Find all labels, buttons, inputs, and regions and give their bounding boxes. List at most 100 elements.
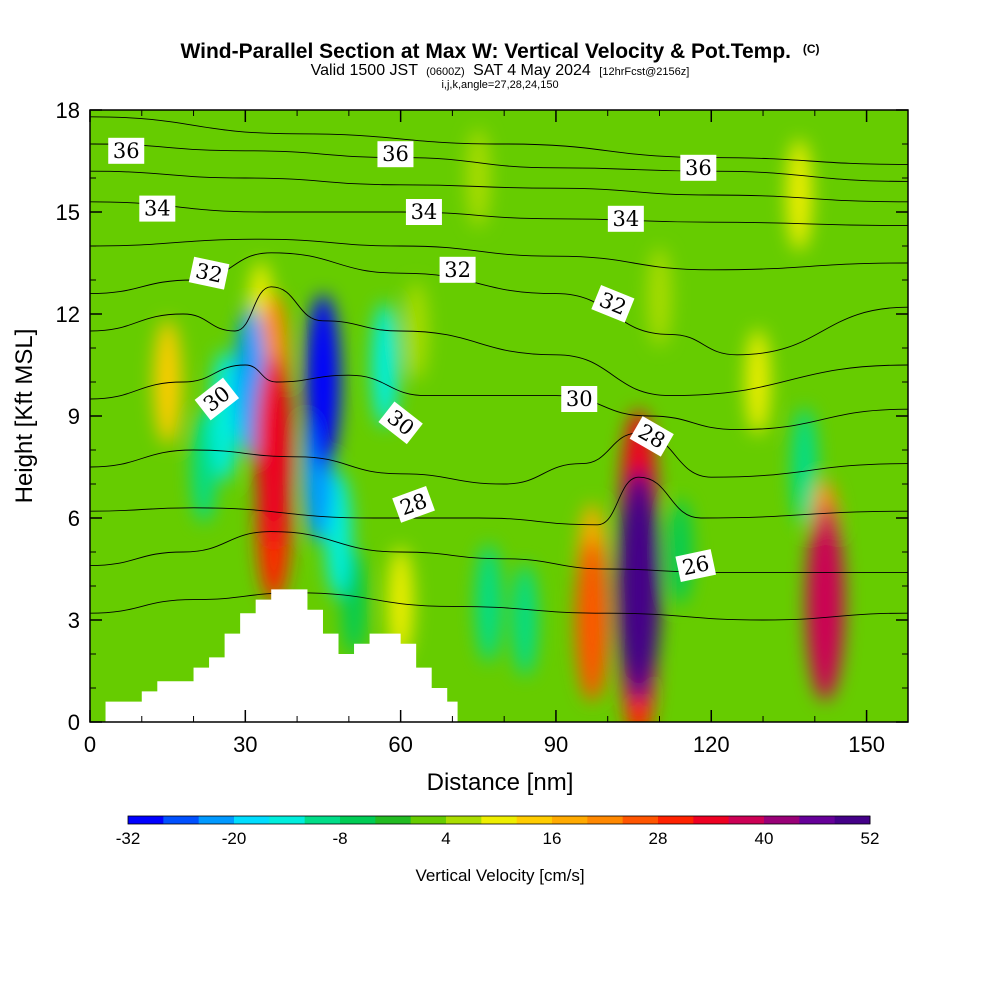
velocity-cell — [512, 564, 538, 676]
velocity-cell — [191, 411, 217, 523]
velocity-cell — [786, 139, 812, 251]
contour-label-text: 36 — [685, 156, 712, 180]
valid-date: SAT 4 May 2024 — [473, 62, 591, 79]
colorbar-swatch — [304, 816, 341, 824]
colorbar-tick-label: 52 — [861, 829, 880, 848]
colorbar-swatch — [481, 816, 518, 824]
colorbar-swatch — [693, 816, 730, 824]
colorbar-frame — [127, 815, 871, 825]
contour-label: 34 — [139, 195, 176, 222]
contour-label: 30 — [561, 386, 598, 412]
contour-label-text: 30 — [566, 387, 593, 411]
x-axis-label: Distance [nm] — [427, 769, 574, 796]
y-tick-label: 18 — [56, 98, 80, 123]
contour-label-text: 32 — [194, 259, 225, 288]
theta-isoline — [90, 201, 908, 227]
colorbar-tick-label: -20 — [222, 829, 247, 848]
forecast-info: [12hrFcst@2156z] — [599, 66, 689, 78]
contour-label-text: 34 — [411, 200, 438, 224]
colorbar-swatch — [234, 816, 270, 824]
valid-utc: (0600Z) — [426, 66, 465, 78]
terrain — [105, 589, 458, 722]
colorbar-label: Vertical Velocity [cm/s] — [415, 866, 584, 885]
colorbar-swatch — [834, 816, 871, 824]
colorbar-swatch — [340, 816, 376, 824]
velocity-cell — [466, 128, 490, 228]
contour-label-text: 34 — [612, 207, 639, 231]
theta-isoline — [90, 116, 908, 165]
theta-isoline — [90, 170, 908, 203]
theta-isoline — [90, 286, 908, 397]
colorbar-swatch — [198, 816, 235, 824]
vertical-velocity-field — [154, 128, 845, 722]
chart-title-text: Wind-Parallel Section at Max W: Vertical… — [180, 40, 791, 63]
velocity-cell — [791, 407, 818, 527]
x-tick-label: 120 — [693, 732, 730, 757]
theta-isoline — [90, 432, 908, 485]
colorbar-swatch — [446, 816, 482, 824]
velocity-cell — [745, 329, 770, 435]
contour-label: 32 — [188, 256, 230, 290]
theta-isoline — [90, 592, 908, 621]
contour-label-text: 36 — [382, 142, 409, 166]
colorbar-swatch — [516, 816, 553, 824]
contour-label: 32 — [439, 256, 476, 283]
y-axis-label: Height [Kft MSL] — [11, 329, 38, 504]
y-tick-label: 9 — [68, 404, 80, 429]
chart-title: Wind-Parallel Section at Max W: Vertical… — [180, 40, 819, 63]
velocity-cell — [255, 355, 293, 545]
contour-label: 36 — [377, 141, 414, 168]
velocity-cell — [325, 472, 353, 598]
x-tick-label: 90 — [544, 732, 568, 757]
contour-label-text: 26 — [680, 551, 711, 580]
contour-label: 26 — [675, 549, 717, 583]
colorbar-swatch — [375, 816, 412, 824]
velocity-cell — [806, 505, 845, 701]
theta-contours — [90, 116, 908, 621]
colorbar-swatch — [728, 816, 765, 824]
colorbar-tick-label: 28 — [649, 829, 668, 848]
contour-label-text: 32 — [444, 258, 471, 282]
colorbar-swatch — [552, 816, 588, 824]
x-tick-label: 0 — [84, 732, 96, 757]
colorbar-tick-label: 16 — [543, 829, 562, 848]
contour-label-text: 34 — [144, 197, 171, 221]
contour-label: 36 — [108, 137, 145, 164]
y-tick-label: 6 — [68, 506, 80, 531]
valid-time-line: Valid 1500 JST (0600Z) SAT 4 May 2024 [1… — [311, 62, 690, 79]
contour-label: 34 — [405, 199, 442, 225]
y-tick-label: 15 — [56, 200, 80, 225]
colorbar-swatch — [764, 816, 800, 824]
velocity-cell — [305, 294, 341, 470]
colorbar-tick-label: -32 — [116, 829, 141, 848]
contour-label: 34 — [607, 205, 644, 232]
y-tick-label: 0 — [68, 710, 80, 735]
colorbar-swatch — [269, 816, 306, 824]
chart-title-suffix: (C) — [803, 42, 820, 56]
contour-label: 36 — [680, 154, 717, 181]
velocity-cell — [388, 547, 414, 659]
colorbar: -32 -20 -8 4 16 28 40 52 — [116, 815, 880, 848]
x-tick-label: 150 — [848, 732, 885, 757]
colorbar-swatch — [622, 816, 659, 824]
valid-prefix: Valid 1500 JST — [311, 62, 419, 79]
colorbar-swatch — [587, 816, 624, 824]
velocity-cell — [616, 469, 661, 703]
velocity-cell — [575, 538, 609, 702]
velocity-cell — [154, 319, 182, 445]
grid-indices: i,j,k,angle=27,28,24,150 — [441, 79, 558, 91]
theta-isoline — [90, 238, 908, 271]
colorbar-swatch — [163, 816, 200, 824]
colorbar-tick-label: 40 — [755, 829, 774, 848]
theta-isoline — [90, 476, 908, 526]
velocity-cell — [475, 543, 502, 663]
theta-isoline — [90, 364, 908, 431]
velocity-cell — [647, 247, 671, 347]
colorbar-swatch — [128, 816, 164, 824]
contour-label-text: 36 — [113, 139, 140, 163]
theta-isoline — [90, 143, 908, 182]
velocity-cell — [371, 302, 399, 428]
